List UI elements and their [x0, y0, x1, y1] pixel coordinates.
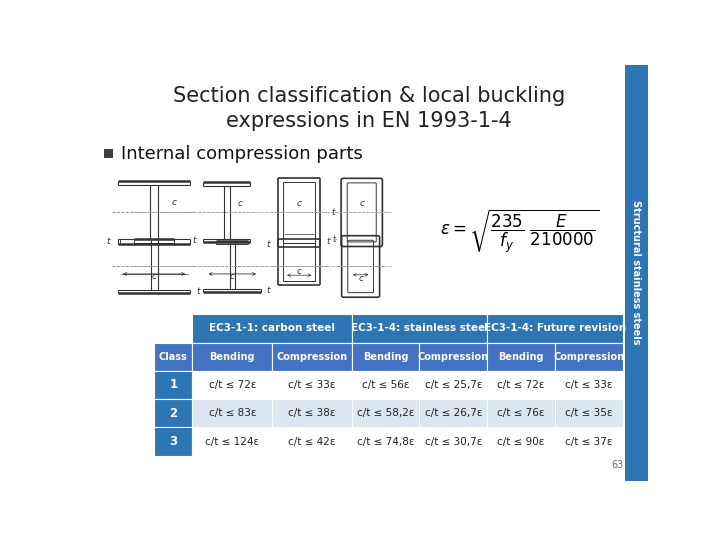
Text: 63: 63 [611, 460, 624, 470]
Text: c: c [297, 267, 302, 275]
Text: c: c [172, 198, 176, 206]
Text: c/t ≤ 33ε: c/t ≤ 33ε [565, 380, 613, 390]
Bar [420, 399, 487, 427]
Bar [555, 399, 623, 427]
Text: c: c [152, 272, 157, 281]
Bar [420, 371, 487, 399]
Text: EC3-1-1: carbon steel: EC3-1-1: carbon steel [209, 323, 335, 333]
Bar [351, 314, 487, 342]
Text: t: t [266, 240, 270, 249]
Text: c/t ≤ 83ε: c/t ≤ 83ε [209, 408, 256, 418]
Text: c/t ≤ 72ε: c/t ≤ 72ε [209, 380, 256, 390]
Bar [272, 371, 351, 399]
Text: t: t [326, 237, 330, 246]
Text: Compression: Compression [276, 352, 348, 362]
Text: Compression: Compression [554, 352, 624, 362]
Text: EC3-1-4: stainless steel: EC3-1-4: stainless steel [351, 323, 488, 333]
Bar [154, 399, 192, 427]
Bar [555, 342, 623, 371]
Text: t: t [192, 236, 196, 245]
Bar [624, 65, 648, 481]
Text: c/t ≤ 76ε: c/t ≤ 76ε [498, 408, 545, 418]
Text: c/t ≤ 74,8ε: c/t ≤ 74,8ε [357, 436, 414, 447]
Text: c/t ≤ 38ε: c/t ≤ 38ε [288, 408, 336, 418]
Text: c/t ≤ 72ε: c/t ≤ 72ε [498, 380, 545, 390]
Bar [555, 427, 623, 456]
Text: t: t [197, 287, 200, 296]
Text: c/t ≤ 26,7ε: c/t ≤ 26,7ε [425, 408, 482, 418]
Text: EC3-1-4: Future revision: EC3-1-4: Future revision [484, 323, 626, 333]
Bar [154, 314, 192, 342]
Bar [351, 342, 420, 371]
Bar [351, 371, 420, 399]
Bar [154, 371, 192, 399]
Bar [351, 399, 420, 427]
Bar [192, 371, 272, 399]
Text: 2: 2 [169, 407, 177, 420]
Bar [487, 314, 623, 342]
Text: c/t ≤ 25,7ε: c/t ≤ 25,7ε [425, 380, 482, 390]
Text: expressions in EN 1993-1-4: expressions in EN 1993-1-4 [226, 111, 512, 131]
Bar [420, 342, 487, 371]
Text: $\varepsilon = \sqrt{\dfrac{235}{f_y}\ \dfrac{E}{210000}}$: $\varepsilon = \sqrt{\dfrac{235}{f_y}\ \… [440, 207, 600, 255]
Bar [487, 342, 555, 371]
Text: Section classification & local buckling: Section classification & local buckling [173, 86, 565, 106]
Bar [487, 371, 555, 399]
Text: 1: 1 [169, 379, 177, 392]
Bar [154, 342, 192, 371]
Bar [487, 399, 555, 427]
Text: c/t ≤ 124ε: c/t ≤ 124ε [205, 436, 259, 447]
Text: t: t [266, 286, 270, 295]
Text: c: c [238, 199, 243, 208]
Text: c/t ≤ 56ε: c/t ≤ 56ε [362, 380, 410, 390]
Bar [192, 342, 272, 371]
Text: c: c [358, 274, 363, 282]
Bar [351, 427, 420, 456]
Text: Internal compression parts: Internal compression parts [121, 145, 363, 163]
Text: c/t ≤ 35ε: c/t ≤ 35ε [565, 408, 613, 418]
Text: c: c [297, 199, 302, 208]
Text: Bending: Bending [363, 352, 408, 362]
Bar [272, 399, 351, 427]
Text: Bending: Bending [210, 352, 255, 362]
Text: tᵣ: tᵣ [333, 235, 338, 244]
Bar [154, 427, 192, 456]
Text: c/t ≤ 33ε: c/t ≤ 33ε [288, 380, 336, 390]
Text: c: c [359, 199, 364, 208]
Text: 3: 3 [169, 435, 177, 448]
Bar [487, 427, 555, 456]
Bar [192, 399, 272, 427]
Bar [272, 342, 351, 371]
Text: c: c [230, 272, 235, 281]
Bar [555, 371, 623, 399]
Text: t: t [331, 208, 335, 217]
Text: c/t ≤ 30,7ε: c/t ≤ 30,7ε [425, 436, 482, 447]
Bar [420, 427, 487, 456]
Text: c/t ≤ 42ε: c/t ≤ 42ε [288, 436, 336, 447]
Text: c/t ≤ 37ε: c/t ≤ 37ε [565, 436, 613, 447]
Bar [192, 314, 351, 342]
Text: t: t [106, 237, 109, 246]
Text: Bending: Bending [498, 352, 544, 362]
Bar [104, 149, 113, 158]
Text: c/t ≤ 90ε: c/t ≤ 90ε [498, 436, 545, 447]
Bar [272, 427, 351, 456]
Text: c/t ≤ 58,2ε: c/t ≤ 58,2ε [357, 408, 414, 418]
Text: Class: Class [159, 352, 188, 362]
Text: Compression: Compression [418, 352, 489, 362]
Text: Structural stainless steels: Structural stainless steels [631, 200, 642, 345]
Bar [192, 427, 272, 456]
